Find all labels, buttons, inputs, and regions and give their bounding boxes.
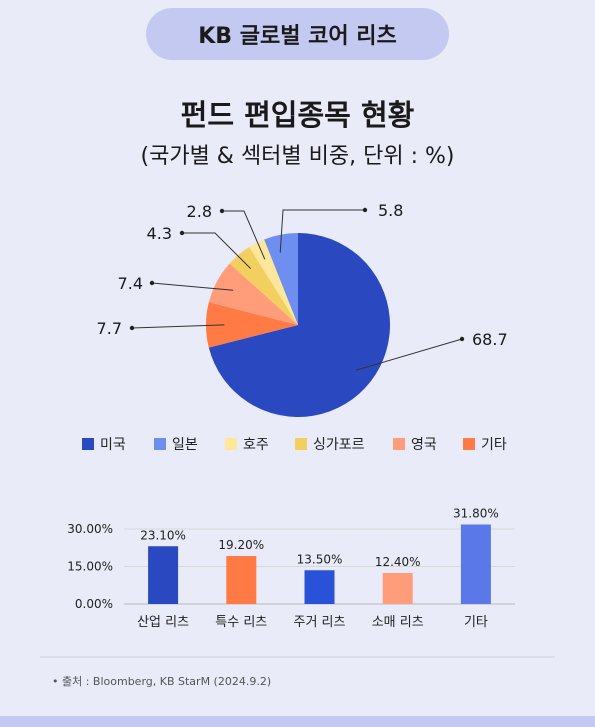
legend-swatch — [154, 438, 166, 450]
legend-swatch — [82, 438, 94, 450]
bar-기타 — [460, 524, 491, 604]
legend-swatch — [463, 438, 475, 450]
bar-value-label: 19.20% — [218, 538, 264, 552]
pie-value-label: 5.8 — [378, 201, 403, 220]
leader-dot — [149, 280, 155, 286]
leader-dot — [179, 230, 185, 236]
x-tick-label: 주거 리츠 — [294, 615, 346, 630]
pie-slice-미국 — [208, 233, 390, 417]
legend-label: 영국 — [411, 437, 437, 453]
leader-line — [151, 282, 234, 291]
leader-line — [131, 324, 225, 329]
bar-주거 리츠 — [304, 570, 335, 604]
y-tick-label: 30.00% — [67, 522, 113, 536]
leader-dot — [362, 207, 368, 213]
legend-label: 미국 — [100, 437, 126, 453]
pie-slice-일본 — [264, 233, 298, 325]
legend-swatch — [393, 438, 405, 450]
bar-특수 리츠 — [226, 556, 257, 604]
bottom-bar — [0, 716, 595, 727]
pie-value-label: 68.7 — [472, 330, 508, 349]
leader-line — [222, 210, 266, 260]
leader-line — [279, 209, 365, 253]
banner-title: KB 글로벌 코어 리츠 — [146, 8, 449, 60]
y-tick-label: 0.00% — [75, 597, 113, 611]
legend-label: 일본 — [172, 437, 198, 453]
pie-chart: 68.7 7.7 7.4 4.3 2.8 5.8 미국 일본 호주 싱가포르 영국 기타 — [82, 201, 508, 453]
leader-dot — [219, 208, 225, 214]
pie-value-label: 4.3 — [147, 224, 172, 243]
source-note: • 출처 : Bloomberg, KB StarM (2024.9.2) — [52, 675, 272, 688]
bar-산업 리츠 — [148, 546, 179, 604]
legend-label: 기타 — [481, 437, 507, 453]
pie-value-label: 7.7 — [97, 319, 122, 338]
bar-value-label: 23.10% — [140, 528, 186, 542]
x-tick-label: 산업 리츠 — [137, 615, 189, 630]
pie-slice-영국 — [208, 263, 298, 325]
chart-title: 펀드 편입종목 현황 — [180, 98, 415, 132]
x-tick-label: 기타 — [464, 615, 488, 630]
leader-dot — [459, 336, 465, 342]
pie-value-label: 2.8 — [187, 202, 212, 221]
x-tick-label: 소매 리츠 — [372, 615, 424, 630]
leader-dot — [129, 325, 135, 331]
leader-line — [355, 338, 463, 371]
legend-label: 싱가포르 — [313, 437, 365, 453]
pie-slice-싱가포르 — [229, 246, 298, 325]
x-tick-label: 특수 리츠 — [215, 615, 267, 630]
legend-swatch — [225, 438, 237, 450]
legend-label: 호주 — [243, 437, 269, 453]
pie-value-label: 7.4 — [118, 274, 143, 293]
y-tick-label: 15.00% — [67, 560, 113, 574]
bar-value-label: 31.80% — [453, 507, 499, 521]
legend-swatch — [295, 438, 307, 450]
bar-소매 리츠 — [382, 573, 413, 604]
pie-slice-호주 — [249, 239, 298, 325]
leader-line — [182, 232, 252, 269]
bar-value-label: 13.50% — [297, 552, 343, 566]
chart-subtitle: (국가별 & 섹터별 비중, 단위 : %) — [140, 144, 455, 169]
pie-slice-기타 — [206, 302, 298, 348]
bar-value-label: 12.40% — [375, 555, 421, 569]
